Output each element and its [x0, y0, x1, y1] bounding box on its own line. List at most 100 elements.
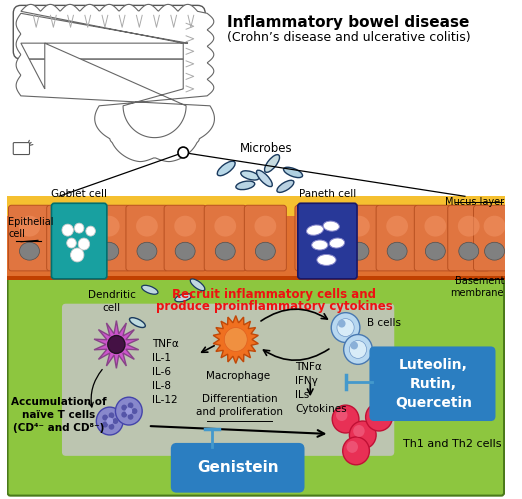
Ellipse shape	[175, 293, 192, 302]
Ellipse shape	[459, 242, 479, 260]
Circle shape	[109, 424, 114, 430]
Ellipse shape	[323, 221, 339, 231]
Ellipse shape	[99, 242, 118, 260]
Text: B cells: B cells	[366, 317, 400, 327]
Text: TNFα
IL-1
IL-6
IL-8
IL-12: TNFα IL-1 IL-6 IL-8 IL-12	[152, 339, 179, 406]
Text: Microbes: Microbes	[240, 142, 293, 155]
Ellipse shape	[484, 242, 504, 260]
Circle shape	[178, 147, 188, 158]
Circle shape	[78, 238, 90, 250]
Ellipse shape	[306, 225, 324, 235]
Text: Th1 and Th2 cells: Th1 and Th2 cells	[403, 439, 501, 449]
Circle shape	[353, 425, 365, 437]
Circle shape	[121, 412, 127, 418]
Text: Goblet cell: Goblet cell	[51, 189, 107, 199]
PathPatch shape	[16, 4, 215, 162]
Circle shape	[224, 327, 247, 351]
Ellipse shape	[19, 216, 40, 237]
Circle shape	[70, 248, 84, 262]
Circle shape	[67, 238, 76, 248]
Ellipse shape	[349, 242, 369, 260]
Ellipse shape	[175, 242, 195, 260]
Circle shape	[343, 437, 370, 465]
Text: Inflammatory bowel disease: Inflammatory bowel disease	[227, 15, 470, 30]
Ellipse shape	[386, 216, 408, 237]
FancyBboxPatch shape	[13, 143, 30, 155]
Ellipse shape	[317, 254, 336, 265]
Text: Macrophage: Macrophage	[206, 371, 270, 381]
Bar	[7, 196, 505, 278]
Ellipse shape	[458, 216, 480, 237]
Ellipse shape	[255, 242, 275, 260]
Ellipse shape	[236, 181, 255, 190]
Ellipse shape	[329, 238, 345, 248]
FancyBboxPatch shape	[62, 304, 394, 456]
Ellipse shape	[129, 318, 145, 327]
Text: Epithelial
cell: Epithelial cell	[8, 217, 54, 240]
Circle shape	[128, 402, 134, 408]
Ellipse shape	[137, 242, 157, 260]
FancyBboxPatch shape	[8, 205, 51, 271]
Text: (Crohn’s disease and ulcerative colitis): (Crohn’s disease and ulcerative colitis)	[227, 31, 470, 44]
FancyBboxPatch shape	[7, 275, 504, 496]
Circle shape	[74, 223, 84, 233]
Ellipse shape	[387, 242, 407, 260]
Circle shape	[332, 405, 359, 433]
FancyBboxPatch shape	[52, 203, 107, 279]
Text: produce proinflammatory cytokines: produce proinflammatory cytokines	[156, 300, 393, 313]
Ellipse shape	[57, 216, 79, 237]
Circle shape	[347, 441, 358, 453]
Circle shape	[109, 412, 114, 418]
FancyBboxPatch shape	[244, 205, 287, 271]
Text: Recruit inflammatory cells and: Recruit inflammatory cells and	[172, 288, 376, 301]
Bar	[7, 276, 505, 280]
FancyBboxPatch shape	[295, 205, 337, 271]
Circle shape	[132, 408, 137, 414]
Text: Paneth cell: Paneth cell	[299, 189, 356, 199]
Circle shape	[365, 403, 393, 431]
Ellipse shape	[58, 242, 78, 260]
Circle shape	[121, 405, 127, 411]
Circle shape	[106, 418, 113, 425]
Circle shape	[102, 422, 108, 428]
Ellipse shape	[305, 216, 327, 237]
Ellipse shape	[348, 216, 370, 237]
FancyBboxPatch shape	[13, 5, 205, 59]
FancyBboxPatch shape	[171, 443, 304, 493]
Ellipse shape	[254, 216, 276, 237]
FancyBboxPatch shape	[164, 205, 206, 271]
Circle shape	[350, 341, 358, 349]
Ellipse shape	[283, 167, 303, 178]
Text: Basement
membrane: Basement membrane	[450, 276, 504, 298]
Ellipse shape	[215, 242, 235, 260]
Ellipse shape	[217, 161, 235, 176]
Ellipse shape	[98, 216, 120, 237]
Circle shape	[102, 415, 108, 421]
FancyBboxPatch shape	[448, 205, 490, 271]
Ellipse shape	[19, 242, 40, 260]
Bar	[7, 196, 505, 216]
Circle shape	[349, 340, 366, 358]
Text: Differentiation
and proliferation: Differentiation and proliferation	[196, 394, 283, 417]
Circle shape	[370, 407, 381, 419]
FancyBboxPatch shape	[414, 205, 456, 271]
Text: TNFα
IFNγ
ILs
Cytokines: TNFα IFNγ ILs Cytokines	[295, 362, 347, 414]
Circle shape	[128, 414, 134, 420]
Text: Dendritic
cell: Dendritic cell	[88, 290, 136, 313]
Polygon shape	[94, 320, 139, 368]
Circle shape	[86, 226, 96, 236]
FancyBboxPatch shape	[370, 346, 495, 421]
FancyBboxPatch shape	[376, 205, 418, 271]
Circle shape	[336, 409, 348, 421]
Ellipse shape	[424, 216, 446, 237]
Circle shape	[62, 224, 74, 236]
Circle shape	[125, 408, 132, 415]
Circle shape	[349, 421, 376, 449]
Ellipse shape	[265, 155, 280, 172]
Ellipse shape	[215, 216, 236, 237]
Text: Genistein: Genistein	[197, 460, 278, 475]
FancyBboxPatch shape	[473, 205, 516, 271]
Ellipse shape	[484, 216, 505, 237]
Ellipse shape	[425, 242, 445, 260]
FancyBboxPatch shape	[88, 205, 130, 271]
